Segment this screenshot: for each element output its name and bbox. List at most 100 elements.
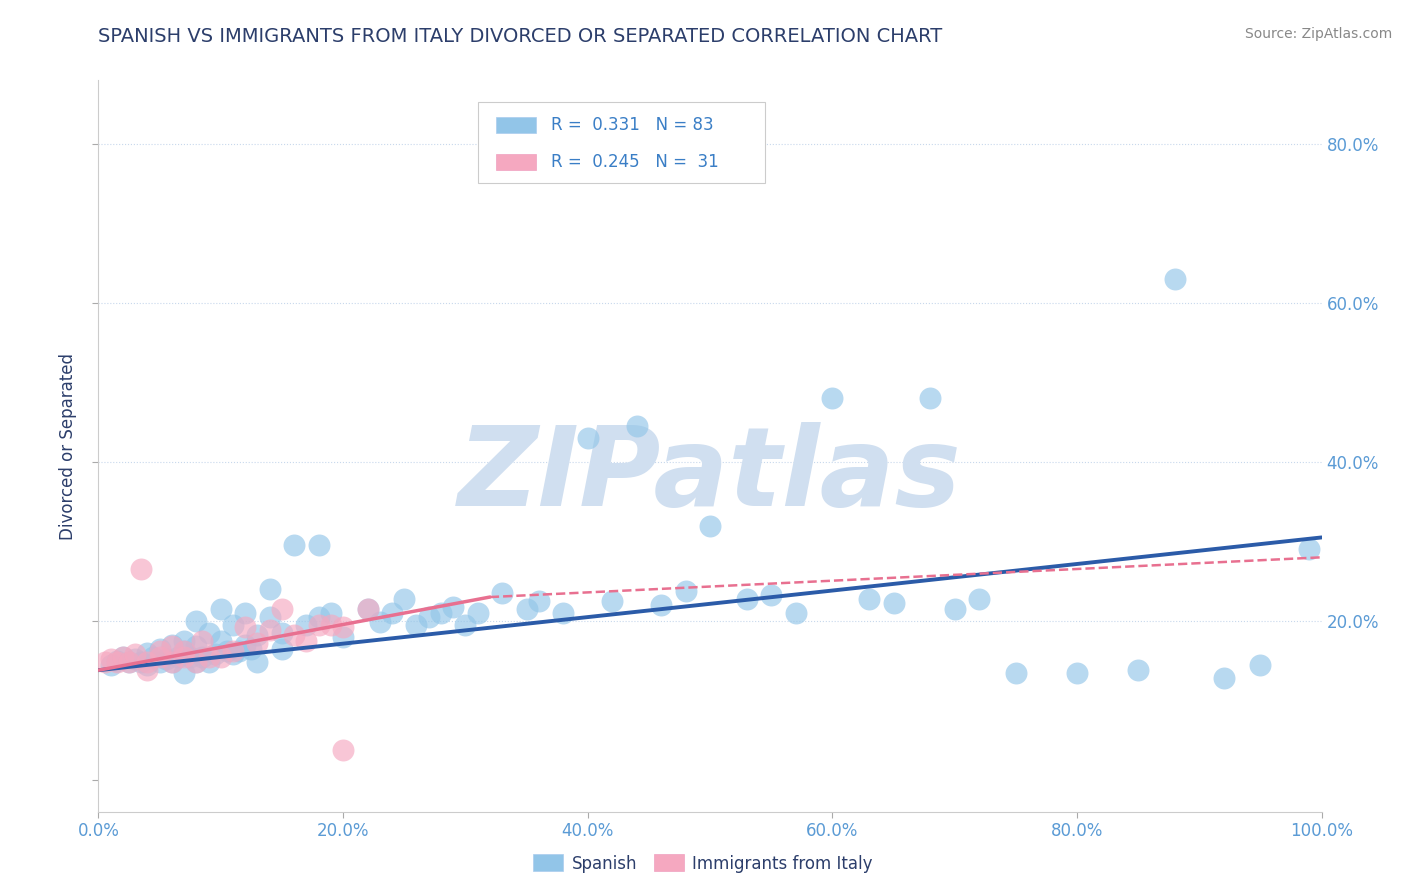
Legend: Spanish, Immigrants from Italy: Spanish, Immigrants from Italy <box>527 847 879 880</box>
Point <box>93 655 115 669</box>
Point <box>392 591 416 606</box>
Text: ZIPatlas: ZIPatlas <box>458 422 962 529</box>
Point <box>173 665 195 680</box>
Point <box>576 431 599 445</box>
Point <box>173 649 195 664</box>
Point <box>100 657 122 672</box>
Text: SPANISH VS IMMIGRANTS FROM ITALY DIVORCED OR SEPARATED CORRELATION CHART: SPANISH VS IMMIGRANTS FROM ITALY DIVORCE… <box>98 27 942 45</box>
Point <box>191 633 214 648</box>
Point <box>626 419 648 434</box>
Y-axis label: Divorced or Separated: Divorced or Separated <box>59 352 77 540</box>
Point <box>491 586 513 600</box>
Point <box>332 620 354 634</box>
Point <box>600 594 623 608</box>
Point <box>186 640 208 654</box>
Point <box>467 606 489 620</box>
Point <box>136 657 159 672</box>
Point <box>179 649 201 664</box>
Point <box>136 663 159 677</box>
Point <box>209 602 232 616</box>
Point <box>197 655 219 669</box>
Point <box>650 598 672 612</box>
Point <box>160 640 183 654</box>
Point <box>308 610 330 624</box>
Point <box>308 618 330 632</box>
Point <box>215 644 238 658</box>
Point <box>943 602 966 616</box>
Point <box>186 655 208 669</box>
Point <box>332 742 354 756</box>
Point <box>160 638 183 652</box>
Point <box>283 538 305 552</box>
Point <box>136 655 159 669</box>
FancyBboxPatch shape <box>478 103 765 183</box>
Point <box>1298 542 1320 557</box>
Point <box>149 655 172 669</box>
Point <box>105 654 128 668</box>
Point <box>1066 665 1088 680</box>
FancyBboxPatch shape <box>496 117 536 133</box>
Point <box>515 602 537 616</box>
Point <box>228 644 250 658</box>
Point <box>191 649 214 664</box>
Point <box>761 589 783 603</box>
Point <box>186 614 208 628</box>
Point <box>883 596 905 610</box>
Point <box>356 602 378 616</box>
Point <box>173 644 195 658</box>
Point <box>270 641 294 656</box>
Point <box>173 633 195 648</box>
Point <box>430 606 453 620</box>
Point <box>197 625 219 640</box>
Text: R =  0.331   N = 83: R = 0.331 N = 83 <box>551 116 714 134</box>
Point <box>233 638 256 652</box>
Point <box>129 562 152 576</box>
Point <box>111 649 134 664</box>
Point <box>295 633 318 648</box>
Point <box>124 648 146 662</box>
Point <box>160 655 183 669</box>
Point <box>858 591 880 606</box>
Point <box>283 628 305 642</box>
Point <box>142 649 165 664</box>
Point <box>675 583 697 598</box>
Point <box>319 618 342 632</box>
Point <box>167 649 190 664</box>
Point <box>1004 665 1026 680</box>
Point <box>259 624 281 638</box>
Point <box>1128 663 1150 677</box>
Point <box>270 602 294 616</box>
Point <box>204 648 226 662</box>
Point <box>454 618 477 632</box>
Point <box>785 606 807 620</box>
Point <box>129 655 152 669</box>
Point <box>149 641 172 656</box>
Point <box>821 392 844 406</box>
Point <box>295 618 318 632</box>
Point <box>222 648 245 662</box>
Point <box>319 606 342 620</box>
Point <box>197 649 219 664</box>
Point <box>1212 671 1234 685</box>
Point <box>209 649 232 664</box>
Point <box>233 620 256 634</box>
Point <box>405 618 427 632</box>
Point <box>155 652 177 666</box>
Point <box>441 599 464 614</box>
Point <box>246 636 269 650</box>
Point <box>149 644 172 658</box>
FancyBboxPatch shape <box>496 154 536 170</box>
Point <box>240 641 263 656</box>
Point <box>100 652 122 666</box>
Point <box>105 655 128 669</box>
Point <box>1164 272 1187 286</box>
Point <box>149 649 172 664</box>
Point <box>246 655 269 669</box>
Point <box>124 652 146 666</box>
Point <box>699 518 721 533</box>
Point <box>381 606 404 620</box>
Point <box>368 615 391 630</box>
Text: R =  0.245   N =  31: R = 0.245 N = 31 <box>551 153 718 171</box>
Point <box>160 655 183 669</box>
Point <box>270 625 294 640</box>
